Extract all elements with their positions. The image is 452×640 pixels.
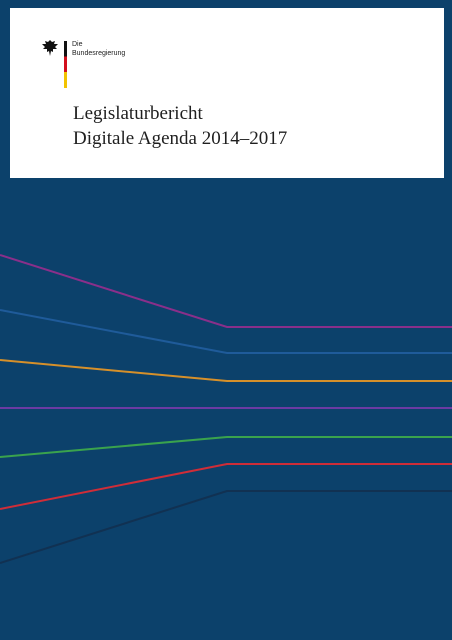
orange-stripe [0, 359, 452, 382]
government-logo: Die Bundesregierung [41, 39, 191, 99]
publisher-line-die: Die [72, 41, 83, 48]
green-stripe [0, 436, 452, 458]
dark-navy-stripe [0, 490, 452, 564]
federal-eagle-icon [42, 40, 58, 56]
title-line-1: Legislaturbericht [73, 103, 203, 124]
blue-stripe [0, 309, 452, 354]
title-line-2: Digitale Agenda 2014–2017 [73, 128, 288, 149]
cover-title: Legislaturbericht Digitale Agenda 2014–2… [73, 101, 287, 151]
purple-stripe [0, 254, 452, 328]
publisher-name: Die Bundesregierung [72, 40, 125, 58]
cover-card: Die Bundesregierung Legislaturbericht Di… [10, 8, 444, 178]
red-stripe [0, 463, 452, 510]
flag-bar [64, 41, 67, 88]
publisher-line-bundesregierung: Bundesregierung [72, 50, 126, 57]
